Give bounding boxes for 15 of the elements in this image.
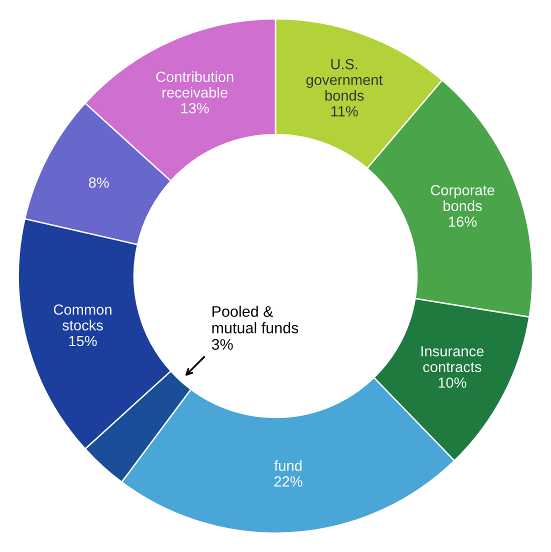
data-label: 15% <box>69 336 97 346</box>
data-label: 3% <box>212 339 233 350</box>
data-label: 11% <box>331 106 358 116</box>
slice-label: Insurance contracts <box>422 346 484 372</box>
slice-label: U.S. government bonds <box>306 59 383 101</box>
slice-label: fund <box>274 460 302 471</box>
data-label: 8% <box>88 177 109 188</box>
data-label: 13% <box>181 103 209 114</box>
data-label: 16% <box>449 216 477 227</box>
data-label: 22% <box>274 476 302 487</box>
data-label: 10% <box>438 377 466 388</box>
slice-label: Contribution receivable <box>156 71 234 98</box>
slice-label: Pooled & mutual funds <box>212 306 298 334</box>
slice-label: Common stocks <box>54 304 112 330</box>
slice-label: Corporate bonds <box>430 185 494 212</box>
